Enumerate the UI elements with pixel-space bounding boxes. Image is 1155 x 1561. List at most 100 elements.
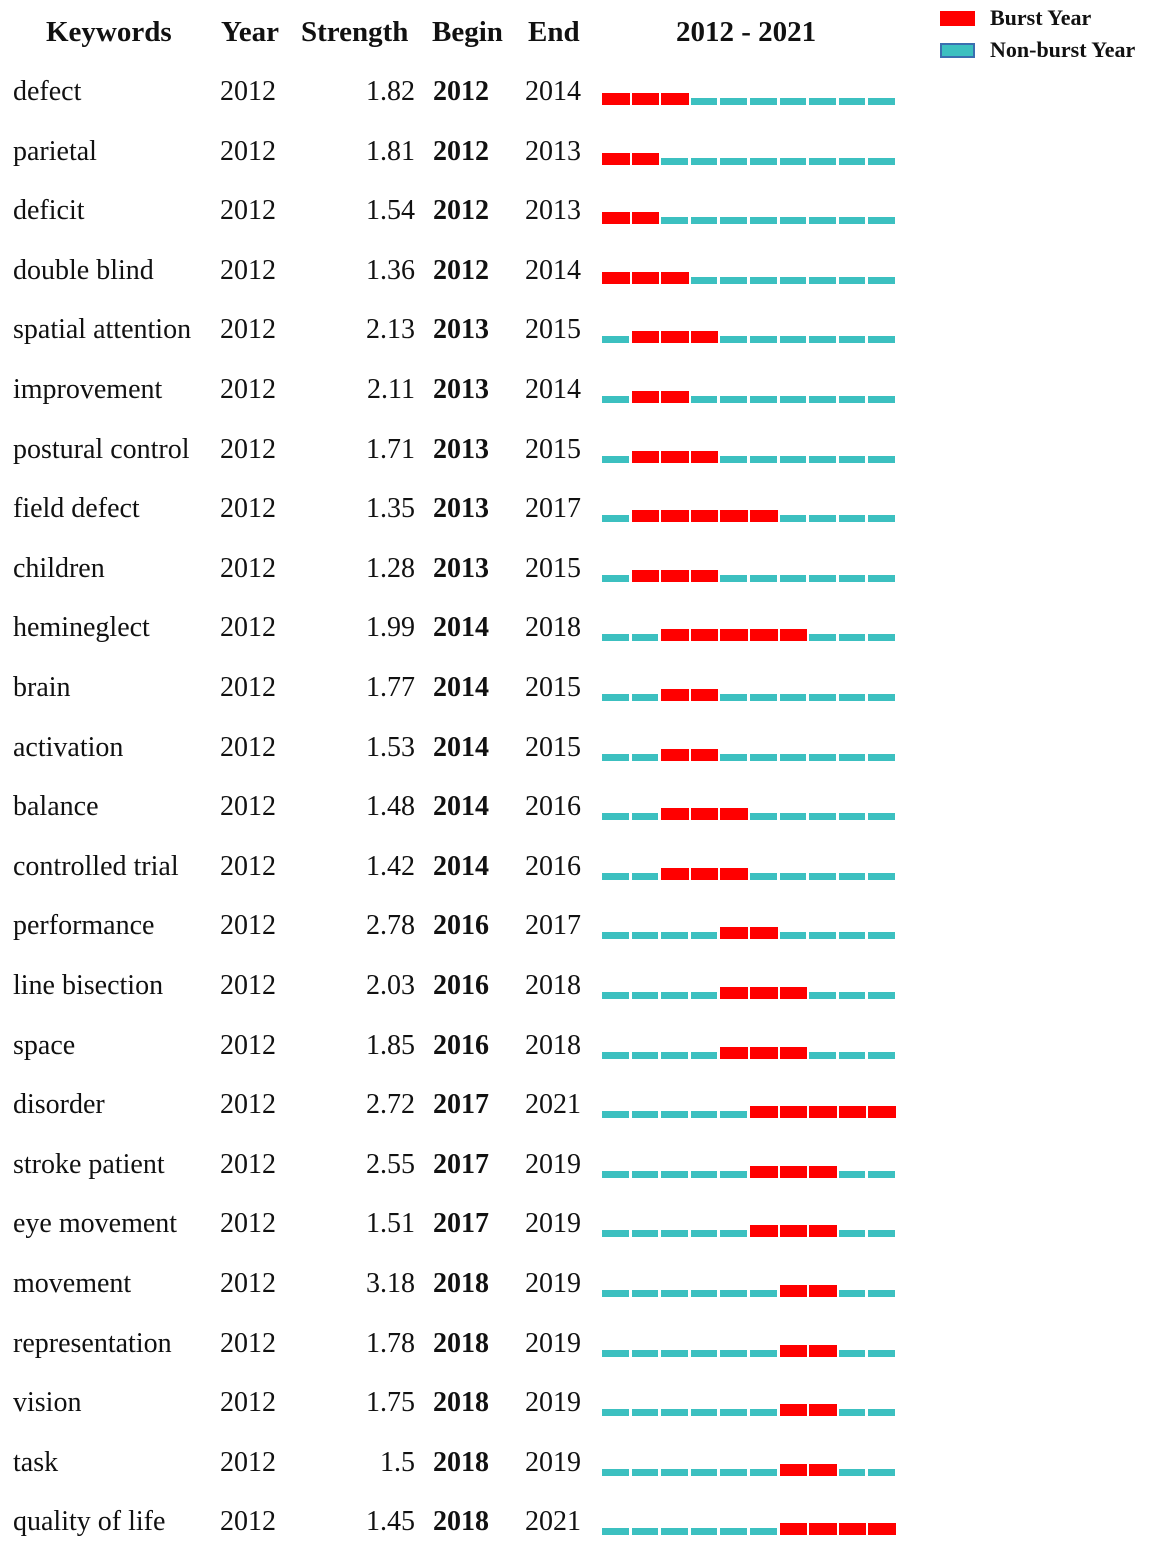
burst-year-segment — [690, 867, 719, 880]
non-burst-year-segment — [602, 634, 629, 642]
non-burst-year-segment — [838, 1468, 866, 1476]
strength-cell: 1.78 — [366, 1327, 415, 1359]
burst-year-segment — [750, 629, 778, 642]
keyword-cell: brain — [13, 672, 71, 703]
non-burst-year-segment — [631, 1230, 659, 1238]
non-burst-year-segment — [868, 872, 895, 880]
non-burst-year-segment — [750, 98, 777, 105]
non-burst-year-segment — [750, 276, 777, 284]
keyword-cell: field defect — [13, 493, 140, 525]
non-burst-year-segment — [602, 455, 629, 463]
table-row: hemineglect 2012 1.99 2014 2018 — [0, 608, 1155, 667]
non-burst-year-segment — [779, 932, 807, 940]
end-cell: 2013 — [525, 135, 581, 167]
non-burst-year-segment — [868, 1409, 895, 1417]
strength-cell: 2.72 — [366, 1089, 415, 1121]
end-cell: 2016 — [525, 791, 581, 823]
begin-cell: 2014 — [433, 731, 489, 763]
strength-cell: 1.71 — [366, 433, 415, 465]
table-row: spatial attention 2012 2.13 2013 2015 — [0, 310, 1155, 369]
burst-year-segment — [750, 987, 778, 999]
non-burst-year-segment — [779, 276, 807, 284]
burst-year-segment — [720, 867, 748, 880]
strength-cell: 1.48 — [366, 791, 415, 823]
non-burst-year-segment — [838, 813, 866, 821]
non-burst-year-segment — [750, 1409, 777, 1417]
begin-cell: 2017 — [433, 1089, 489, 1121]
non-burst-year-segment — [868, 694, 895, 701]
strength-cell: 2.11 — [367, 374, 415, 405]
non-burst-year-segment — [602, 336, 629, 344]
non-burst-year-segment — [690, 1170, 718, 1178]
year-cell: 2012 — [220, 1506, 276, 1538]
non-burst-year-segment — [838, 753, 866, 761]
non-burst-year-segment — [838, 872, 866, 880]
table-row: improvement 2012 2.11 2013 2014 — [0, 370, 1155, 429]
non-burst-year-segment — [750, 157, 777, 165]
non-burst-year-segment — [661, 1409, 688, 1417]
year-cell: 2012 — [220, 1148, 276, 1180]
header-begin: Begin — [432, 16, 503, 48]
keyword-cell: movement — [13, 1268, 132, 1299]
strength-cell: 3.18 — [366, 1268, 415, 1299]
strength-cell: 1.99 — [366, 612, 415, 644]
burst-timeline — [602, 668, 902, 727]
non-burst-year-segment — [809, 336, 836, 344]
non-burst-year-segment — [720, 276, 747, 284]
non-burst-year-segment — [720, 1528, 747, 1536]
strength-cell: 1.53 — [366, 731, 415, 763]
non-burst-year-segment — [838, 515, 866, 523]
non-burst-year-segment — [868, 753, 895, 761]
non-burst-year-segment — [720, 1349, 747, 1357]
burst-timeline — [602, 370, 902, 429]
keyword-cell: controlled trial — [13, 850, 179, 882]
begin-cell: 2016 — [433, 970, 489, 1001]
burst-timeline — [602, 608, 902, 667]
header-strength: Strength — [301, 16, 409, 48]
non-burst-year-segment — [602, 396, 629, 403]
begin-cell: 2013 — [433, 552, 489, 584]
table-row: performance 2012 2.78 2016 2017 — [0, 906, 1155, 965]
burst-year-segment — [750, 927, 778, 940]
strength-cell: 1.82 — [366, 76, 415, 107]
burst-year-segment — [631, 271, 660, 284]
burst-timeline — [602, 489, 902, 548]
non-burst-year-segment — [838, 98, 866, 105]
non-burst-year-segment — [631, 1468, 659, 1476]
non-burst-year-segment — [868, 396, 895, 403]
non-burst-year-segment — [602, 813, 629, 821]
keyword-cell: task — [13, 1446, 59, 1478]
burst-year-segment — [631, 212, 660, 225]
burst-timeline — [602, 1383, 902, 1442]
burst-year-segment — [631, 152, 660, 165]
end-cell: 2014 — [525, 374, 581, 405]
non-burst-year-segment — [809, 932, 836, 940]
burst-year-segment — [779, 1344, 808, 1357]
table-row: quality of life 2012 1.45 2018 2021 — [0, 1502, 1155, 1561]
non-burst-year-segment — [690, 1409, 718, 1417]
non-burst-year-segment — [779, 574, 807, 582]
non-burst-year-segment — [602, 1290, 629, 1297]
non-burst-year-segment — [750, 1290, 777, 1297]
non-burst-year-segment — [868, 157, 895, 165]
non-burst-year-segment — [750, 872, 777, 880]
non-burst-year-segment — [661, 157, 688, 165]
non-burst-year-segment — [779, 515, 807, 523]
non-burst-year-segment — [631, 1290, 659, 1297]
non-burst-year-segment — [809, 1051, 836, 1059]
non-burst-year-segment — [868, 276, 895, 284]
end-cell: 2014 — [525, 254, 581, 286]
end-cell: 2015 — [525, 552, 581, 584]
burst-year-segment — [779, 1106, 808, 1119]
year-cell: 2012 — [220, 254, 276, 286]
table-row: controlled trial 2012 1.42 2014 2016 — [0, 847, 1155, 906]
end-cell: 2018 — [525, 970, 581, 1001]
table-row: activation 2012 1.53 2014 2015 — [0, 728, 1155, 787]
end-cell: 2015 — [525, 672, 581, 703]
non-burst-year-segment — [602, 694, 629, 701]
non-burst-year-segment — [631, 872, 659, 880]
burst-timeline — [602, 549, 902, 608]
begin-cell: 2012 — [433, 135, 489, 167]
non-burst-year-segment — [690, 396, 718, 403]
non-burst-year-segment — [720, 396, 747, 403]
